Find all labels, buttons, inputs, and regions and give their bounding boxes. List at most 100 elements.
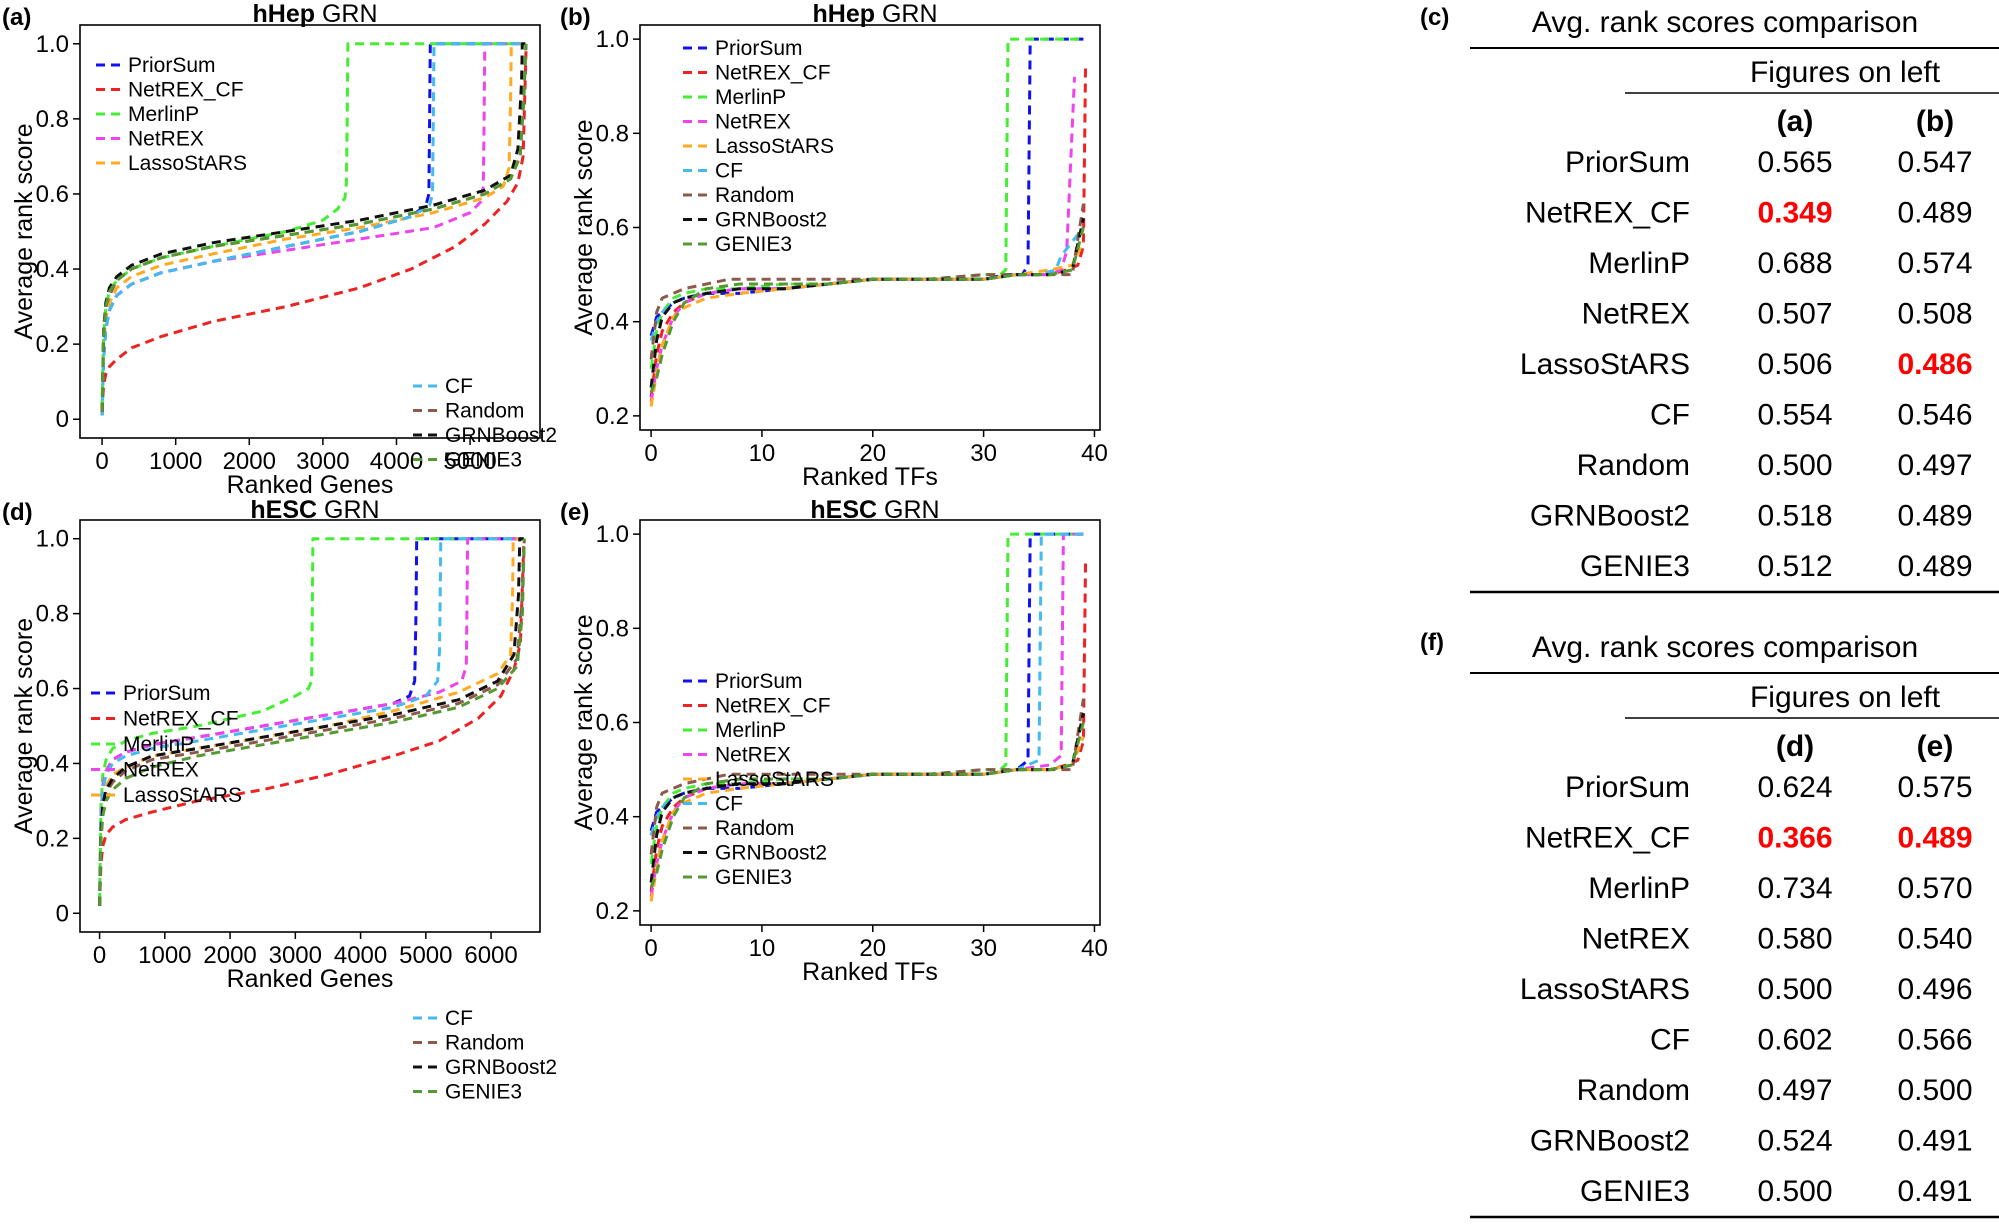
legend-label-netrex: NetREX bbox=[715, 744, 791, 767]
x-tick-label: 40 bbox=[1081, 935, 1108, 962]
y-tick-label: 0.8 bbox=[36, 106, 69, 133]
table-value: 0.570 bbox=[1897, 872, 1972, 905]
table-value: 0.500 bbox=[1897, 1074, 1972, 1107]
table-value: 0.540 bbox=[1897, 923, 1972, 956]
series-line-lassostars bbox=[649, 736, 1085, 902]
table-method-merlinp: MerlinP bbox=[1588, 872, 1690, 905]
table-col-header: (b) bbox=[1916, 105, 1954, 138]
x-tick-label: 20 bbox=[859, 935, 886, 962]
table-value: 0.500 bbox=[1757, 973, 1832, 1006]
legend-label-genie3: GENIE3 bbox=[715, 233, 792, 256]
table-value: 0.489 bbox=[1897, 197, 1972, 230]
table-method-netrex: NetREX bbox=[1582, 923, 1690, 956]
x-tick-label: 2000 bbox=[223, 448, 276, 475]
table-value: 0.500 bbox=[1757, 1175, 1832, 1208]
plot-frame bbox=[639, 519, 1101, 926]
table-value: 0.566 bbox=[1897, 1024, 1972, 1057]
legend-label-netrex: NetREX bbox=[123, 759, 199, 782]
table-col-header: (e) bbox=[1917, 730, 1954, 763]
y-tick-label: 0.8 bbox=[596, 120, 629, 147]
y-tick-label: 0.6 bbox=[36, 181, 69, 208]
table-value: 0.624 bbox=[1757, 771, 1832, 804]
legend-label-merlinp: MerlinP bbox=[128, 103, 199, 126]
x-tick-label: 0 bbox=[644, 935, 657, 962]
legend-label-merlinp: MerlinP bbox=[123, 733, 194, 756]
series-line-cf bbox=[98, 537, 524, 906]
x-tick-label: 20 bbox=[859, 440, 886, 467]
legend-label-cf: CF bbox=[445, 1007, 473, 1030]
table-value: 0.565 bbox=[1757, 146, 1832, 179]
table-value: 0.524 bbox=[1757, 1125, 1832, 1158]
panel-a: (a) hHep GRN 0 1000 2000 3000 4000 5000 0 0.2 0.4 0… bbox=[2, 0, 557, 499]
table-method-grnboost2: GRNBoost2 bbox=[1530, 500, 1690, 533]
legend-label-random: Random bbox=[715, 184, 794, 207]
panel-letter-b: (b) bbox=[560, 4, 591, 31]
series-line-grnboost2 bbox=[98, 537, 524, 906]
legend-label-lassostars: LassoStARS bbox=[715, 135, 834, 158]
y-tick-label: 0.6 bbox=[596, 710, 629, 737]
series-group bbox=[98, 537, 526, 906]
table-value-highlighted: 0.349 bbox=[1757, 197, 1832, 230]
y-tick-label: 0.2 bbox=[596, 898, 629, 925]
y-axis-label: Average rank score bbox=[10, 123, 38, 339]
table-value-highlighted: 0.486 bbox=[1897, 348, 1972, 381]
x-tick-label: 10 bbox=[749, 935, 776, 962]
series-line-merlinp bbox=[98, 537, 524, 903]
y-tick-label: 0 bbox=[56, 406, 69, 433]
panel-letter-e: (e) bbox=[560, 499, 589, 526]
table-method-lassostars: LassoStARS bbox=[1520, 973, 1690, 1006]
x-tick-label: 6000 bbox=[464, 942, 517, 969]
table-value: 0.554 bbox=[1757, 399, 1832, 432]
legend-label-priorsum: PriorSum bbox=[128, 54, 216, 77]
series-line-netrex bbox=[98, 537, 524, 906]
table-col-header: (d) bbox=[1776, 730, 1814, 763]
y-tick-label: 0.2 bbox=[596, 403, 629, 430]
series-line-random bbox=[649, 698, 1085, 855]
panel-title-a: hHep GRN bbox=[253, 0, 378, 28]
table-value: 0.575 bbox=[1897, 771, 1972, 804]
y-tick-label: 0.4 bbox=[36, 256, 69, 283]
y-tick-label: 0.8 bbox=[36, 601, 69, 628]
y-axis-label: Average rank score bbox=[10, 618, 38, 834]
table-method-random: Random bbox=[1577, 449, 1690, 482]
x-tick-label: 40 bbox=[1081, 440, 1108, 467]
x-tick-label: 10 bbox=[749, 440, 776, 467]
table-subtitle: Figures on left bbox=[1750, 56, 1941, 89]
series-line-cf bbox=[100, 42, 526, 416]
table-value: 0.497 bbox=[1757, 1074, 1832, 1107]
table-method-random: Random bbox=[1577, 1074, 1690, 1107]
series-line-lassostars bbox=[649, 240, 1085, 407]
legend-label-cf: CF bbox=[715, 160, 743, 183]
table-f: (f) Avg. rank scores comparison Figures on… bbox=[1420, 629, 1999, 1219]
table-value: 0.602 bbox=[1757, 1024, 1832, 1057]
table-value: 0.489 bbox=[1897, 550, 1972, 583]
table-method-priorsum: PriorSum bbox=[1565, 146, 1690, 179]
y-tick-label: 0.4 bbox=[36, 750, 69, 777]
panel-b: (b) hHep GRN 0 10 20 30 40 0.2 0.4 0.6 0.8 1.0 Ranke… bbox=[560, 0, 1108, 491]
x-axis-label: Ranked Genes bbox=[227, 965, 394, 993]
legend-label-netrex-cf: NetREX_CF bbox=[715, 62, 831, 85]
y-tick-label: 0.4 bbox=[596, 309, 629, 336]
table-method-grnboost2: GRNBoost2 bbox=[1530, 1125, 1690, 1158]
x-tick-label: 30 bbox=[970, 440, 997, 467]
table-letter-f: (f) bbox=[1420, 629, 1444, 656]
table-value: 0.500 bbox=[1757, 449, 1832, 482]
table-value-highlighted: 0.366 bbox=[1757, 822, 1832, 855]
legend-label-priorsum: PriorSum bbox=[715, 37, 803, 60]
y-tick-label: 0.8 bbox=[596, 615, 629, 642]
panel-title-rest: GRN bbox=[875, 0, 938, 28]
panel-letter-a: (a) bbox=[2, 4, 31, 31]
y-tick-label: 1.0 bbox=[36, 526, 69, 553]
table-value: 0.688 bbox=[1757, 247, 1832, 280]
table-value: 0.547 bbox=[1897, 146, 1972, 179]
legend-label-netrex-cf: NetREX_CF bbox=[123, 708, 239, 731]
table-value: 0.489 bbox=[1897, 500, 1972, 533]
legend-label-random: Random bbox=[445, 1032, 524, 1055]
table-method-cf: CF bbox=[1650, 399, 1690, 432]
table-method-priorsum: PriorSum bbox=[1565, 771, 1690, 804]
table-title: Avg. rank scores comparison bbox=[1532, 631, 1918, 664]
legend-label-grnboost2: GRNBoost2 bbox=[445, 1056, 557, 1079]
table-method-genie3: GENIE3 bbox=[1580, 1175, 1690, 1208]
